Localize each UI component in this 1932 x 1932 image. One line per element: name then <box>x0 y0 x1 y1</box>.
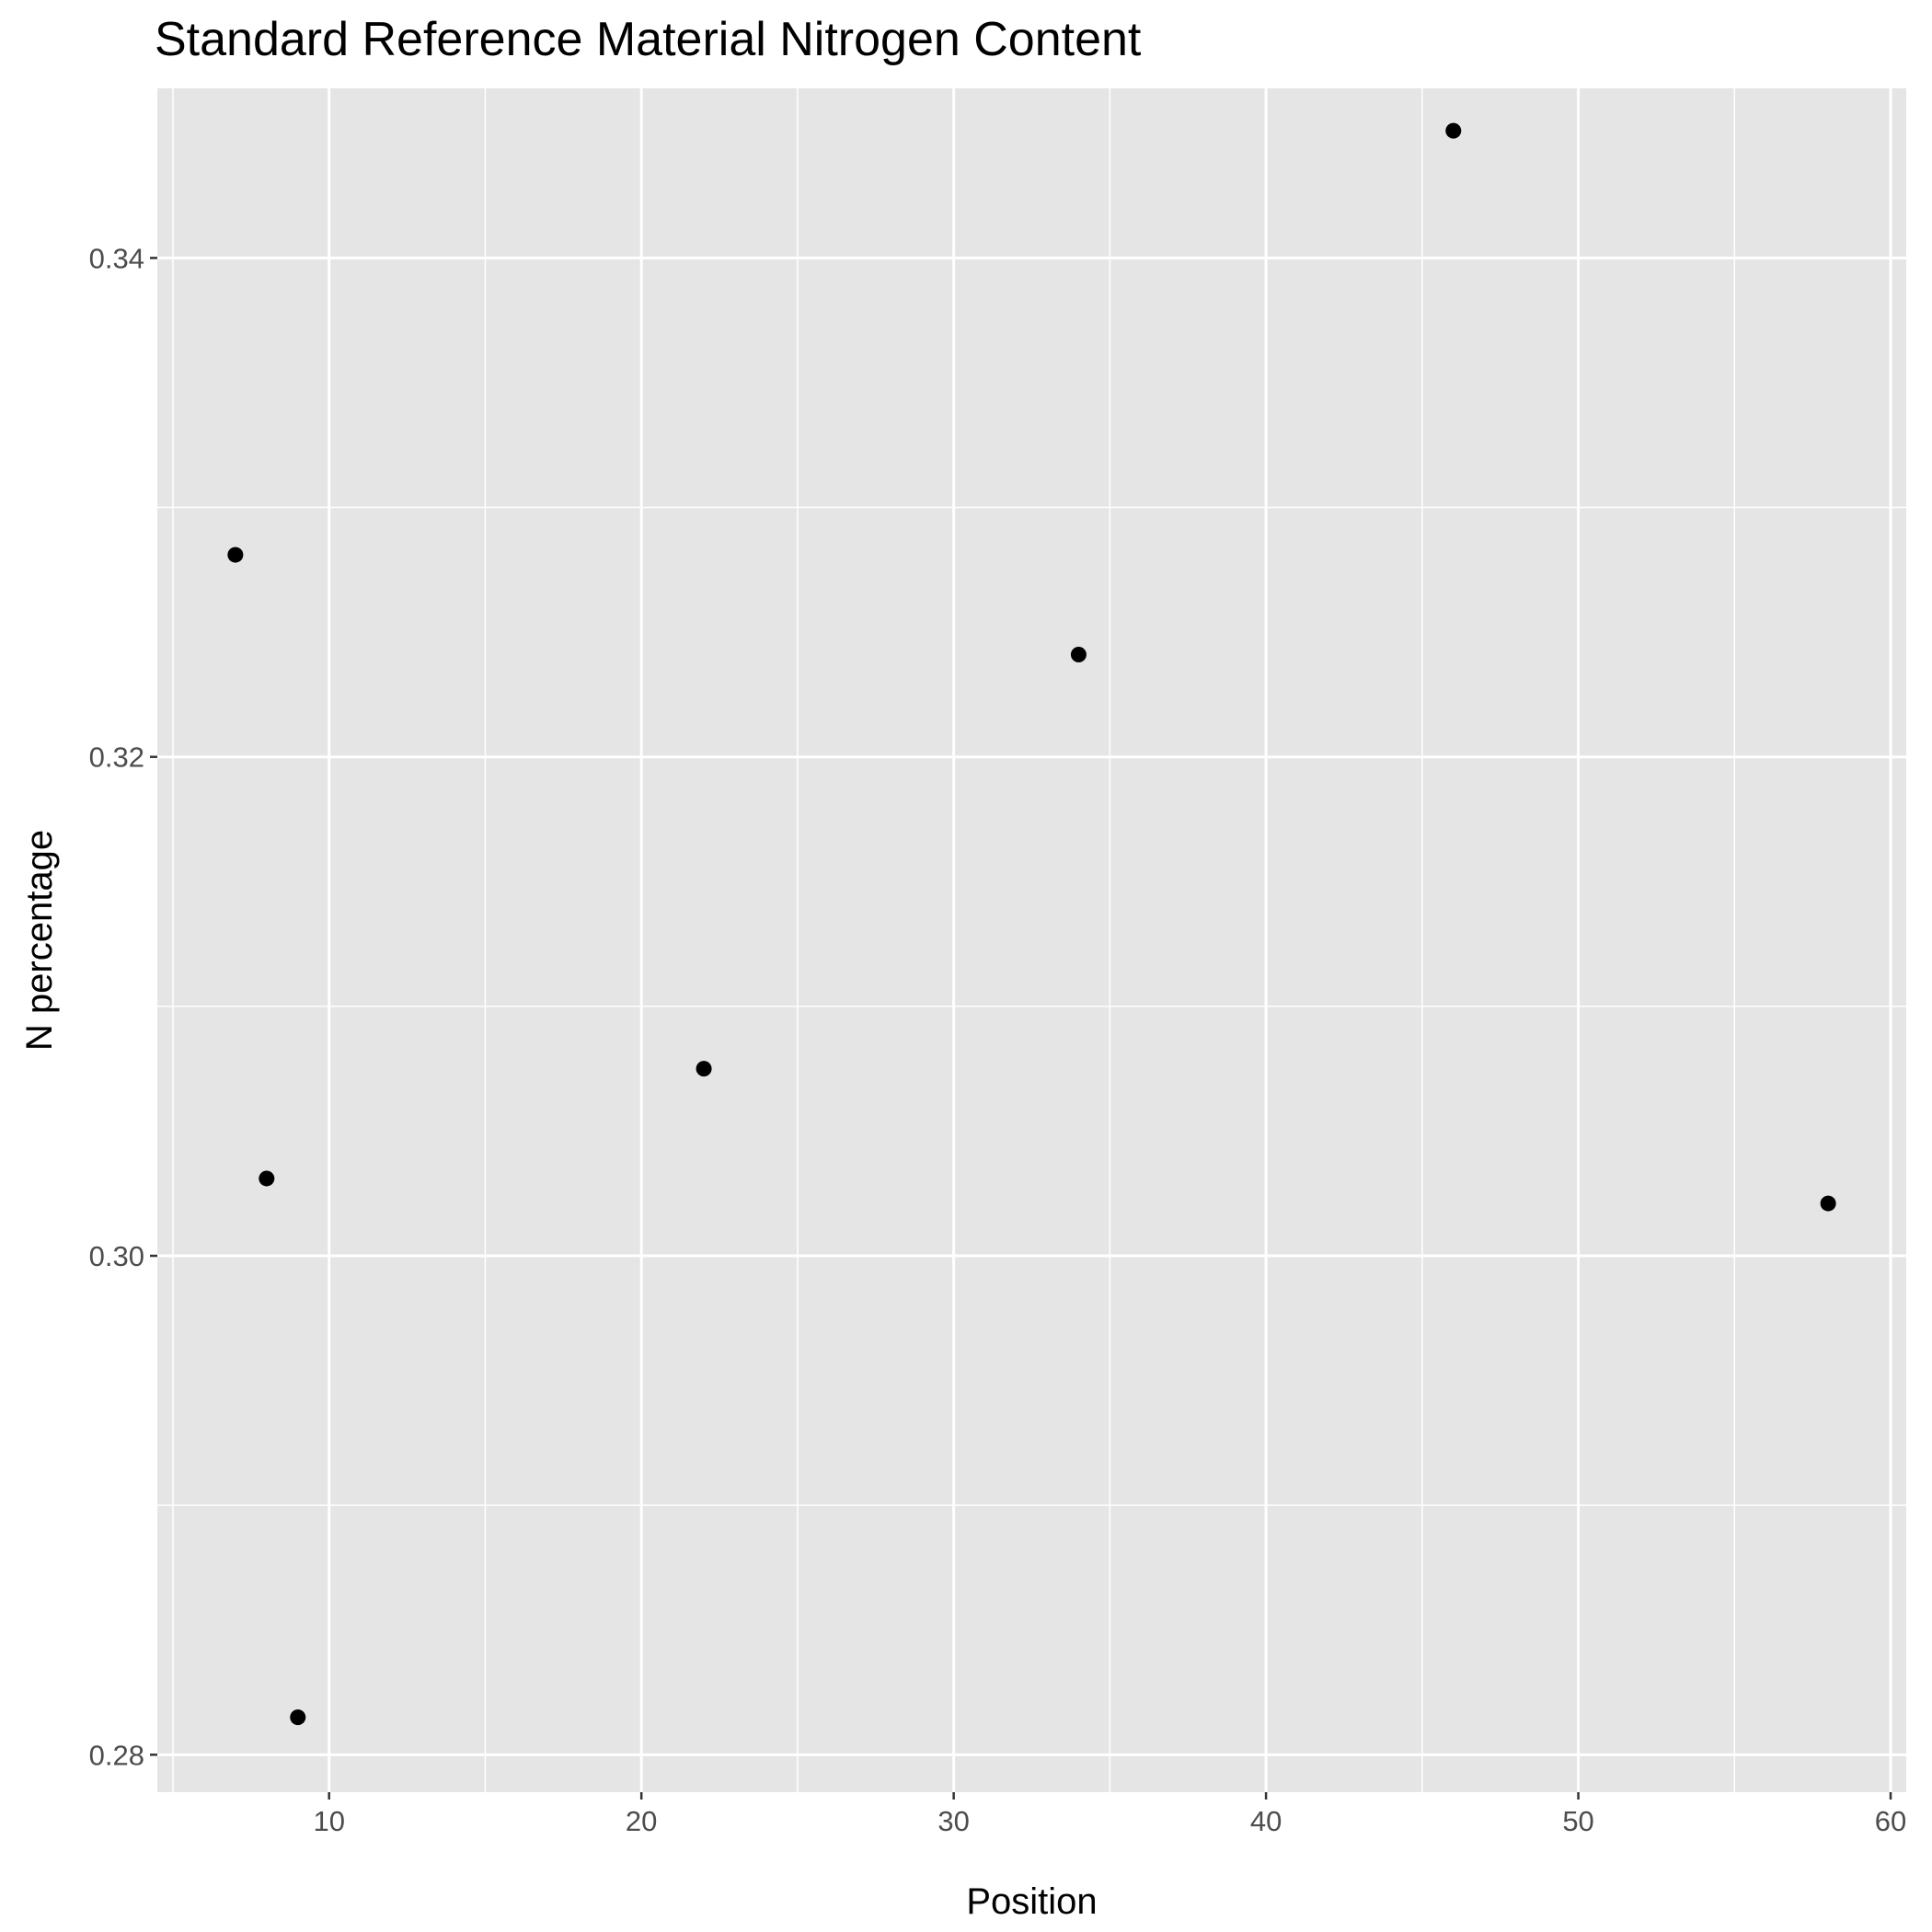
y-axis: 0.28 0.30 0.32 0.34 <box>89 242 157 1771</box>
x-tick-label: 10 <box>313 1805 344 1837</box>
y-tick-label: 0.28 <box>89 1739 144 1771</box>
x-axis: 10 20 30 40 50 60 <box>313 1792 1906 1837</box>
major-gridlines <box>157 88 1906 1792</box>
data-point <box>290 1709 306 1726</box>
data-point <box>1445 122 1462 139</box>
x-tick-label: 40 <box>1250 1805 1282 1837</box>
plot-panel <box>157 88 1906 1792</box>
y-axis-title: N percentage <box>19 830 60 1051</box>
x-tick-label: 30 <box>937 1805 969 1837</box>
minor-gridlines <box>157 88 1906 1792</box>
x-tick-label: 20 <box>626 1805 657 1837</box>
data-point <box>1820 1195 1836 1212</box>
data-point <box>227 546 244 563</box>
data-point <box>1070 647 1087 663</box>
data-points <box>227 122 1836 1726</box>
y-tick-label: 0.30 <box>89 1240 144 1272</box>
chart-title: Standard Reference Material Nitrogen Con… <box>155 13 1142 66</box>
data-point <box>259 1170 275 1187</box>
x-tick-label: 50 <box>1562 1805 1593 1837</box>
y-tick-label: 0.32 <box>89 742 144 774</box>
x-axis-title: Position <box>966 1881 1097 1922</box>
data-point <box>696 1061 712 1077</box>
x-tick-label: 60 <box>1875 1805 1906 1837</box>
y-tick-label: 0.34 <box>89 242 144 274</box>
